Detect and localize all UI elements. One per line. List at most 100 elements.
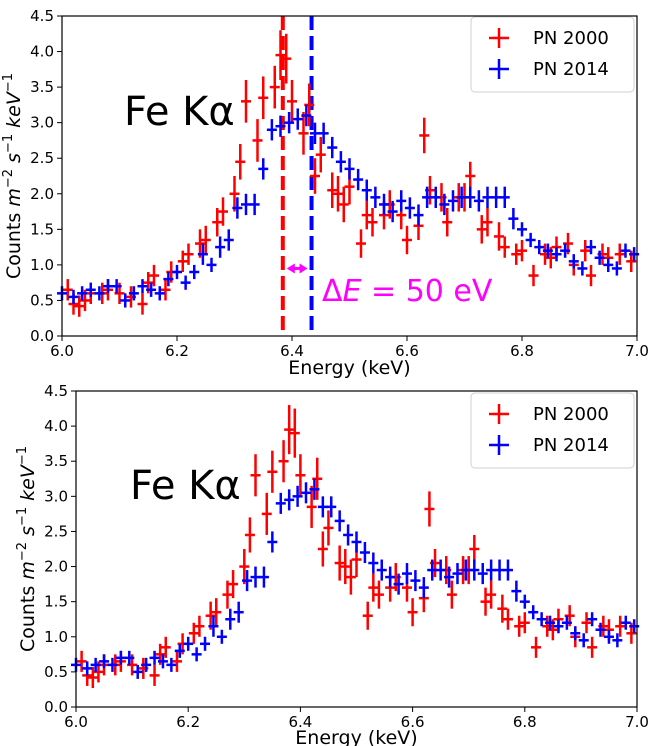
- data-point: [335, 151, 346, 173]
- data-point: [216, 629, 227, 644]
- legend-box: [470, 392, 635, 469]
- data-point: [146, 282, 157, 297]
- data-point: [172, 264, 182, 280]
- data-point: [351, 531, 362, 553]
- data-point: [553, 619, 564, 634]
- data-point: [446, 580, 457, 609]
- data-point: [534, 240, 545, 255]
- data-point: [197, 243, 208, 265]
- data-point: [252, 119, 263, 162]
- data-point: [422, 186, 433, 208]
- data-point: [379, 193, 389, 216]
- data-point: [149, 264, 159, 287]
- data-point: [387, 200, 398, 223]
- data-point: [435, 559, 446, 581]
- data-point: [292, 485, 303, 507]
- data-point: [577, 261, 588, 276]
- y-tick-label: 4.0: [30, 43, 54, 61]
- data-point: [241, 193, 251, 216]
- data-point: [160, 636, 171, 658]
- x-axis-label: Energy (keV): [288, 357, 410, 379]
- data-point: [191, 647, 202, 662]
- data-point: [77, 286, 88, 301]
- data-point: [315, 136, 326, 173]
- legend-box: [470, 16, 635, 93]
- data-point: [419, 117, 430, 154]
- y-axis-label: Counts m−2 s−1 keV−1: [15, 446, 39, 652]
- y-tick-label: 3.0: [44, 487, 68, 505]
- data-point: [517, 222, 527, 237]
- legend-entry: PN 2014: [489, 59, 609, 80]
- plot-frame: [61, 15, 638, 337]
- legend-entry: PN 2000: [489, 28, 609, 49]
- data-point: [410, 570, 421, 592]
- y-axis-label-part: m: [3, 188, 25, 207]
- data-point: [344, 158, 355, 180]
- data-point: [442, 208, 453, 237]
- x-tick-label: 6.8: [510, 342, 534, 360]
- data-point: [368, 573, 379, 602]
- data-point: [345, 559, 356, 595]
- delta-arrow: [286, 263, 308, 274]
- data-point: [469, 559, 480, 581]
- data-point: [367, 208, 378, 237]
- data-point: [480, 587, 491, 616]
- data-point: [157, 654, 168, 669]
- y-axis-label-part: −1: [1, 134, 16, 153]
- data-point: [99, 654, 110, 669]
- y-tick-label: 2.0: [30, 185, 54, 203]
- data-point: [292, 108, 303, 130]
- data-point: [334, 510, 345, 532]
- delta-arrow-head-right: [299, 263, 308, 274]
- data-point: [94, 286, 105, 301]
- y-tick-label: 2.5: [44, 522, 68, 540]
- data-point: [594, 250, 605, 265]
- data-point: [120, 293, 131, 308]
- data-point: [528, 605, 539, 620]
- data-point: [323, 510, 334, 546]
- data-point: [494, 559, 505, 581]
- data-point: [284, 405, 295, 455]
- data-point: [586, 264, 596, 287]
- data-point: [482, 208, 493, 237]
- data-point: [241, 80, 251, 123]
- data-point: [615, 615, 626, 637]
- data-point: [570, 626, 581, 641]
- data-point: [200, 225, 211, 255]
- data-point: [368, 552, 379, 574]
- data-point: [614, 243, 625, 265]
- data-point: [82, 661, 93, 676]
- data-point: [174, 643, 185, 658]
- x-tick-label: 7.0: [625, 713, 649, 731]
- data-point: [343, 524, 354, 546]
- data-point: [580, 240, 591, 262]
- data-point: [326, 496, 337, 518]
- data-point: [163, 272, 174, 287]
- data-point: [603, 257, 614, 272]
- y-axis-label-part: −2: [1, 169, 16, 188]
- data-point: [269, 65, 280, 109]
- data-point: [137, 279, 148, 294]
- data-point: [232, 197, 243, 219]
- y-tick-label: 3.5: [44, 452, 68, 470]
- x-tick-label: 6.2: [165, 342, 189, 360]
- delta-value: = 50 eV: [362, 274, 493, 309]
- data-point: [359, 541, 370, 564]
- data-point: [249, 193, 260, 216]
- data-point: [486, 580, 497, 609]
- data-point: [373, 580, 384, 609]
- data-point: [477, 563, 488, 585]
- legend: PN 2000 PN 2014: [470, 16, 635, 93]
- data-point: [258, 158, 269, 180]
- x-tick-label: 6.4: [280, 342, 304, 360]
- data-point: [338, 186, 349, 223]
- data-point: [87, 666, 98, 689]
- data-point: [460, 559, 471, 581]
- data-point: [154, 286, 165, 301]
- data-point: [244, 517, 255, 553]
- y-axis-label-part: −1: [1, 73, 16, 92]
- data-point: [310, 158, 320, 194]
- data-point: [362, 601, 373, 630]
- data-point: [424, 491, 435, 527]
- y-axis-label-part: Counts: [3, 207, 25, 279]
